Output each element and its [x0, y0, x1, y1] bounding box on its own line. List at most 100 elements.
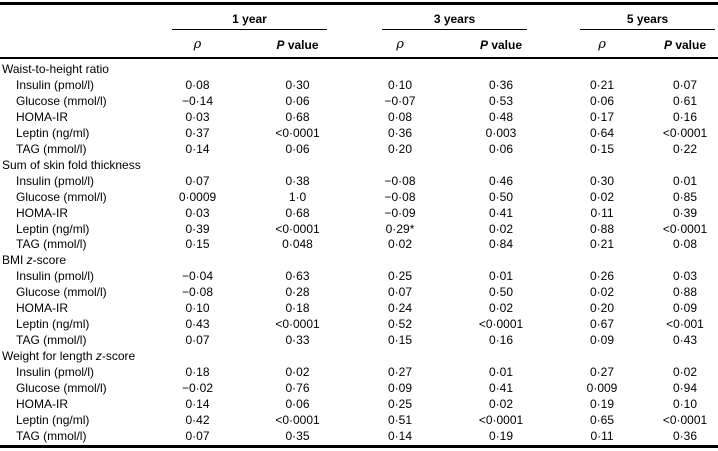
cell-value: 0·10	[673, 397, 698, 412]
cell-value: 0·50	[489, 189, 514, 204]
cell-value: 0·02	[489, 301, 514, 316]
cell-value: 0·03	[673, 269, 698, 284]
cell-value: 0·14	[185, 141, 210, 156]
cell-value: 0·19	[590, 397, 615, 412]
cell-value: 0·36	[489, 77, 514, 92]
cell-value: 0·16	[489, 333, 514, 348]
cell-value: 0·25	[388, 269, 413, 284]
row-label: Glucose (mmol/l)	[16, 93, 107, 108]
cell-value: 0·43	[185, 317, 210, 332]
table-row: Insulin (pmol/l) 0·07 0·38 −0·08 0·46 0·30 0·0…	[0, 174, 718, 190]
cell-value: 0·36	[388, 125, 413, 140]
col-group-label: 1 year	[172, 5, 328, 30]
col-header-rho-3yr: ρ	[350, 30, 451, 59]
table-row: Insulin (pmol/l) 0·18 0·02 0·27 0·01 0·27 0·02	[0, 365, 718, 381]
cell-value: 0·21	[590, 77, 615, 92]
cell-value: 0·08	[388, 109, 413, 124]
cell-value: 0·08	[673, 237, 698, 252]
cell-value: 0·11	[590, 205, 614, 220]
cell-value: −0·14	[181, 93, 214, 108]
cell-value: 0·07	[388, 285, 413, 300]
cell-value: 0·02	[673, 365, 698, 380]
cell-value: 0·20	[388, 141, 413, 156]
cell-value: <0·0001	[275, 412, 320, 427]
cell-value: 0·18	[185, 365, 210, 380]
cell-value: 0·06	[285, 93, 310, 108]
row-label: TAG (mmol/l)	[16, 141, 87, 156]
cell-value: 0·43	[673, 333, 698, 348]
cell-value: 0·27	[388, 365, 413, 380]
cell-value: 0·63	[285, 269, 310, 284]
cell-value: 0·03	[185, 205, 210, 220]
table-row: TAG (mmol/l) 0·07 0·33 0·15 0·16 0·09 0·43	[0, 333, 718, 349]
cell-value: <0·0001	[275, 221, 320, 236]
cell-value: <0·0001	[662, 221, 708, 236]
cell-value: 0·02	[285, 365, 310, 380]
cell-value: 0·09	[673, 301, 698, 316]
cell-value: 0·51	[388, 412, 413, 427]
row-label: TAG (mmol/l)	[16, 237, 87, 252]
table-row: Leptin (ng/ml) 0·37 <0·0001 0·36 0·003 0·64 <0…	[0, 126, 718, 142]
cell-value: 0·84	[489, 237, 514, 252]
cell-value: 0·01	[673, 173, 698, 188]
cell-value: 0·10	[185, 301, 210, 316]
cell-value: 0·48	[489, 109, 514, 124]
cell-value: 0·33	[285, 333, 310, 348]
cell-value: 0·68	[285, 205, 310, 220]
cell-value: 0·61	[673, 93, 698, 108]
cell-value: 0·15	[185, 237, 210, 252]
column-subheader-row: ρ P value ρ P value ρ P value	[0, 30, 718, 59]
row-label: Insulin (pmol/l)	[16, 269, 95, 284]
cell-value: 0·003	[485, 125, 517, 140]
cell-value: 0·36	[673, 428, 698, 443]
cell-value: 0·21	[590, 237, 615, 252]
cell-value: 0·01	[489, 365, 514, 380]
table-body: Waist-to-height ratio Insulin (pmol/l) 0·0…	[0, 58, 718, 446]
cell-value: 0·88	[673, 285, 698, 300]
cell-value: 0·30	[285, 77, 310, 92]
cell-value: 0·09	[388, 381, 413, 396]
cell-value: 0·17	[590, 109, 615, 124]
row-label: Insulin (pmol/l)	[16, 77, 95, 92]
cell-value: 0·18	[285, 301, 310, 316]
cell-value: 0·64	[590, 125, 615, 140]
cell-value: <0·0001	[662, 412, 708, 427]
cell-value: −0·02	[181, 381, 214, 396]
col-header-rho-5yr: ρ	[552, 30, 653, 59]
cell-value: 0·0009	[178, 189, 217, 204]
cell-value: 0·16	[673, 109, 698, 124]
group-header-row: Weight for length z-score	[0, 349, 718, 365]
group-label: Weight for length z-score	[2, 349, 136, 364]
cell-value: 0·02	[590, 189, 615, 204]
cell-value: 0·65	[590, 412, 615, 427]
cell-value: 0·07	[673, 77, 698, 92]
col-group-label: 3 years	[382, 5, 528, 30]
table-row: HOMA-IR 0·03 0·68 −0·09 0·41 0·11 0·39	[0, 206, 718, 222]
cell-value: 0·09	[590, 333, 615, 348]
cell-value: <0·001	[666, 317, 704, 332]
cell-value: <0·0001	[478, 412, 524, 427]
cell-value: −0·08	[181, 285, 214, 300]
col-group-3-years: 3 years	[350, 4, 552, 30]
col-header-pvalue-3yr: P value	[450, 30, 553, 59]
cell-value: 0·50	[489, 285, 514, 300]
cell-value: <0·0001	[478, 317, 524, 332]
row-label: Insulin (pmol/l)	[16, 173, 95, 188]
row-label: HOMA-IR	[16, 301, 68, 316]
cell-value: 0·20	[590, 301, 615, 316]
group-label: Sum of skin fold thickness	[2, 157, 141, 172]
table-row: Glucose (mmol/l) −0·02 0·76 0·09 0·41 0·009 0·…	[0, 381, 718, 397]
cell-value: 0·07	[185, 428, 210, 443]
cell-value: 0·06	[489, 141, 514, 156]
cell-value: 0·24	[388, 301, 413, 316]
row-label: HOMA-IR	[16, 397, 68, 412]
row-label: Leptin (ng/ml)	[16, 317, 90, 332]
cell-value: 0·02	[388, 237, 413, 252]
stub-header	[0, 4, 150, 31]
cell-value: 0·53	[489, 93, 514, 108]
group-label: BMI z-score	[2, 253, 67, 268]
row-label: Insulin (pmol/l)	[16, 365, 95, 380]
cell-value: 0·06	[285, 141, 310, 156]
row-label: HOMA-IR	[16, 205, 68, 220]
cell-value: 0·07	[185, 173, 210, 188]
